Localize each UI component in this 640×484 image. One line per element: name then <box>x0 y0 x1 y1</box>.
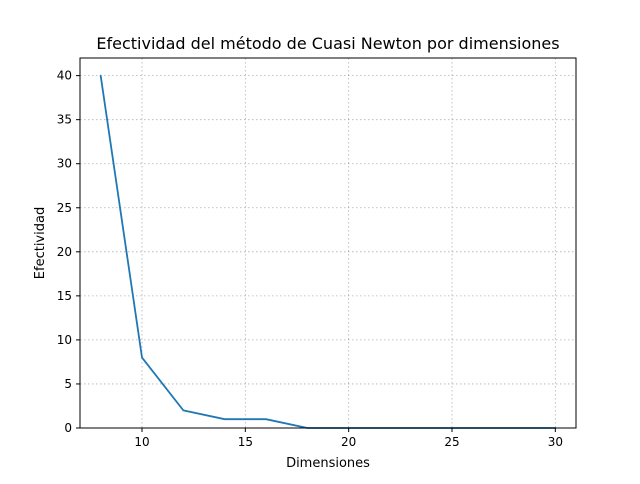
plot-area-frame <box>79 57 577 429</box>
grid <box>80 58 576 429</box>
chart-title: Efectividad del método de Cuasi Newton p… <box>96 34 559 53</box>
x-tick-label: 25 <box>444 435 459 449</box>
x-tick-label: 15 <box>238 435 253 449</box>
x-axis: 10 15 20 25 30 <box>134 428 563 449</box>
y-tick-label: 25 <box>57 201 72 215</box>
y-tick-label: 10 <box>57 333 72 347</box>
y-axis: 0 5 10 15 20 25 30 35 40 <box>57 69 80 435</box>
y-tick-label: 35 <box>57 113 72 127</box>
x-tick-label: 30 <box>548 435 563 449</box>
x-axis-label: Dimensiones <box>286 456 370 471</box>
x-tick-label: 20 <box>341 435 356 449</box>
x-tick-label: 10 <box>134 435 149 449</box>
y-tick-label: 20 <box>57 245 72 259</box>
y-tick-label: 40 <box>57 69 72 83</box>
y-tick-label: 5 <box>64 377 72 391</box>
y-axis-label: Efectividad <box>33 207 48 279</box>
y-tick-label: 0 <box>64 421 72 435</box>
y-tick-label: 15 <box>57 289 72 303</box>
y-tick-label: 30 <box>57 157 72 171</box>
